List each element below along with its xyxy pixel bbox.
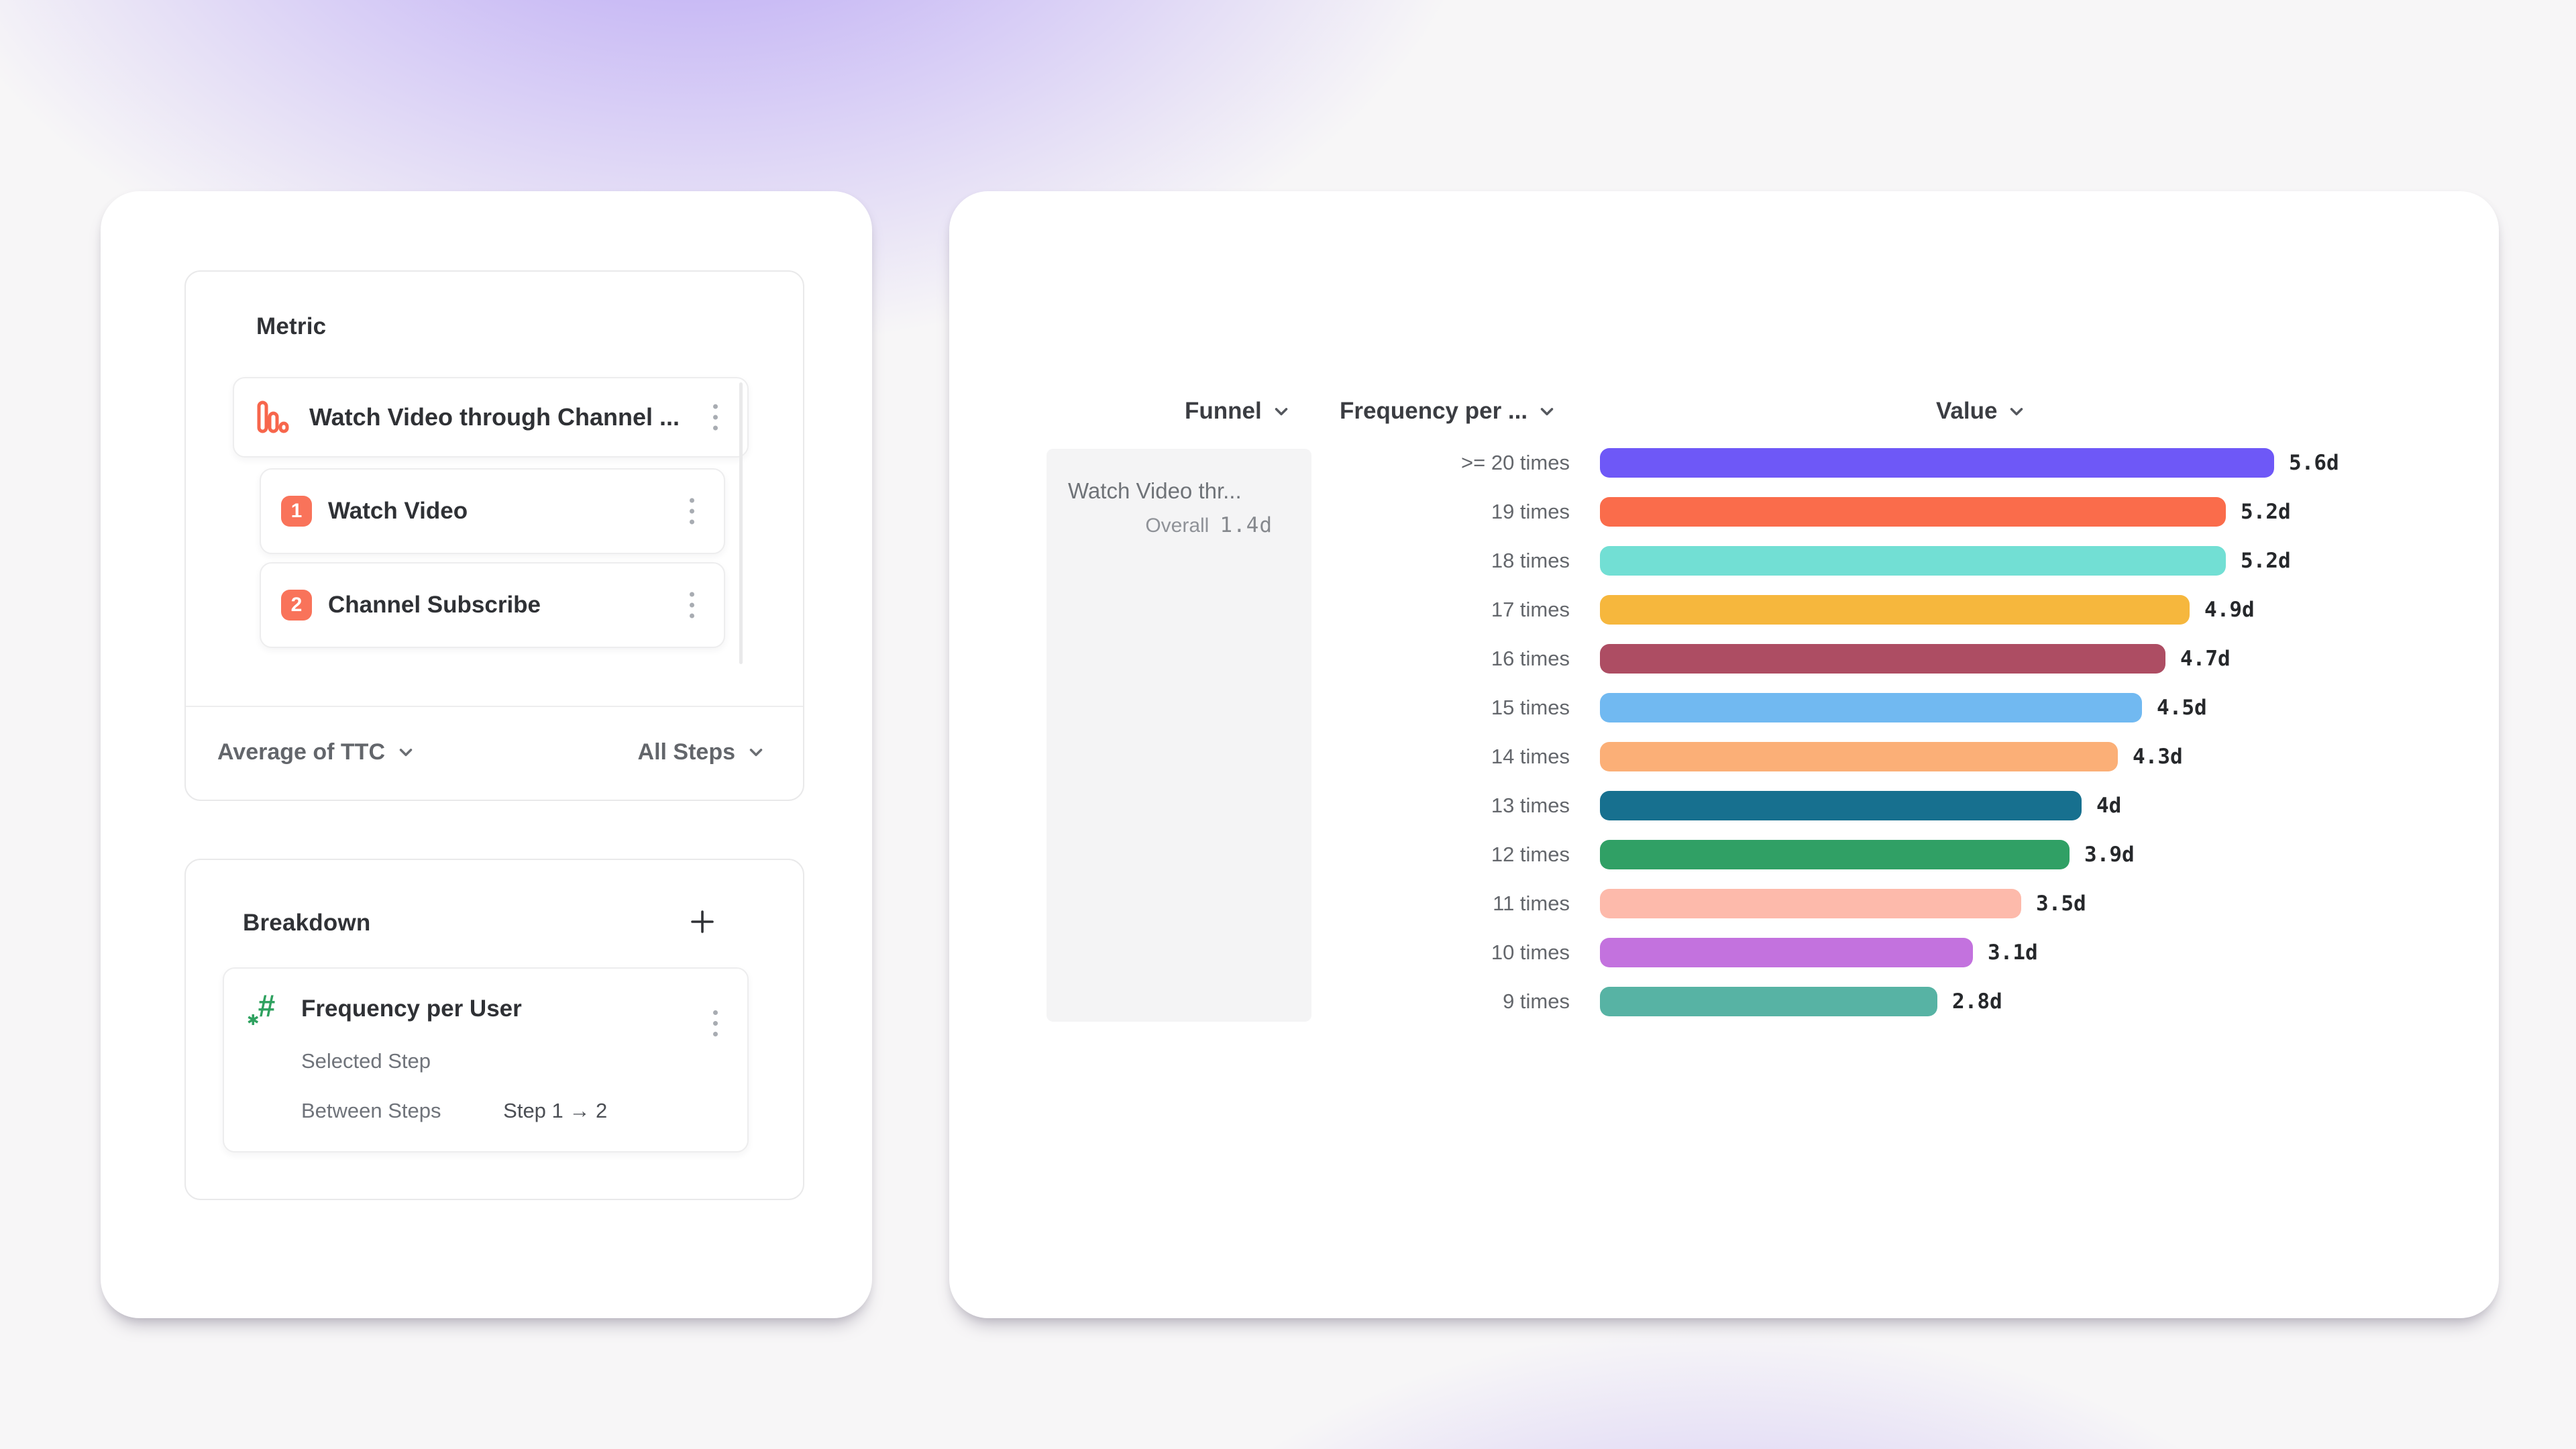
plus-icon[interactable] bbox=[688, 907, 717, 936]
breakdown-section-title: Breakdown bbox=[243, 910, 371, 936]
chevron-down-icon bbox=[1540, 408, 1554, 416]
bar-category-label: >= 20 times bbox=[1461, 451, 1570, 474]
bar-row: 11 times 3.5d bbox=[949, 889, 2499, 918]
bar-chart: >= 20 times 5.6d 19 times 5.2d 18 times 5.2d 1… bbox=[949, 191, 2499, 1318]
bar-category-label: 15 times bbox=[1491, 696, 1570, 719]
breakdown-property-card[interactable]: # ✱ Frequency per User Selected Step Betw… bbox=[223, 967, 749, 1152]
bar[interactable] bbox=[1600, 644, 2165, 674]
bar-row: >= 20 times 5.6d bbox=[949, 448, 2499, 478]
bar-category-label: 13 times bbox=[1491, 794, 1570, 817]
funnel-metric-icon bbox=[257, 400, 289, 433]
kebab-menu-icon[interactable] bbox=[690, 592, 694, 619]
funnel-cell[interactable]: Watch Video thr... Overall 1.4d bbox=[1046, 449, 1311, 1022]
bar-value-label: 3.1d bbox=[1988, 941, 2038, 965]
chevron-down-icon bbox=[1275, 408, 1287, 416]
bar-row: 18 times 5.2d bbox=[949, 546, 2499, 576]
overall-label: Overall bbox=[1145, 515, 1210, 537]
bar-category-label: 19 times bbox=[1491, 500, 1570, 523]
chevron-down-icon bbox=[749, 749, 763, 757]
funnel-step-row-2[interactable]: 2 Channel Subscribe bbox=[260, 562, 725, 648]
bar-value-label: 5.2d bbox=[2241, 500, 2291, 524]
bar[interactable] bbox=[1600, 693, 2142, 722]
selected-step-label: Selected Step bbox=[301, 1049, 431, 1073]
chevron-down-icon bbox=[399, 749, 413, 757]
query-builder-card: Metric Watch Video through Channel ... 1… bbox=[101, 191, 872, 1318]
bar-category-label: 16 times bbox=[1491, 647, 1570, 670]
bar-value-label: 3.9d bbox=[2084, 843, 2135, 867]
column-header-label: Value bbox=[1936, 398, 1998, 424]
bar-row: 19 times 5.2d bbox=[949, 497, 2499, 527]
between-steps-row: Between Steps Step 1 → 2 bbox=[301, 1099, 607, 1123]
bar-value-label: 5.2d bbox=[2241, 549, 2291, 573]
bar-value-label: 3.5d bbox=[2036, 892, 2086, 916]
divider bbox=[186, 706, 803, 707]
metric-section-title: Metric bbox=[256, 313, 327, 339]
bar-category-label: 14 times bbox=[1491, 745, 1570, 768]
kebab-menu-icon[interactable] bbox=[713, 404, 718, 431]
column-header-label: Frequency per ... bbox=[1340, 398, 1528, 424]
column-header-frequency[interactable]: Frequency per ... bbox=[1340, 392, 1557, 430]
measure-dropdown[interactable]: Average of TTC bbox=[217, 706, 416, 798]
bar-value-label: 4d bbox=[2096, 794, 2122, 818]
bar[interactable] bbox=[1600, 448, 2274, 478]
funnel-metric-name: Watch Video through Channel ... bbox=[309, 403, 680, 431]
scrollbar[interactable] bbox=[739, 382, 743, 664]
bar-row: 9 times 2.8d bbox=[949, 987, 2499, 1016]
breakdown-section: Breakdown # ✱ Frequency per User Selected… bbox=[184, 859, 804, 1200]
kebab-menu-icon[interactable] bbox=[690, 498, 694, 525]
between-steps-label: Between Steps bbox=[301, 1099, 441, 1122]
bar[interactable] bbox=[1600, 987, 1937, 1016]
bar-row: 17 times 4.9d bbox=[949, 595, 2499, 625]
bar-category-label: 17 times bbox=[1491, 598, 1570, 621]
bar-category-label: 12 times bbox=[1491, 843, 1570, 866]
bar-row: 14 times 4.3d bbox=[949, 742, 2499, 771]
bar[interactable] bbox=[1600, 546, 2226, 576]
step-number-badge: 1 bbox=[281, 496, 312, 527]
between-steps-value[interactable]: Step 1 → 2 bbox=[503, 1099, 608, 1122]
bar-category-label: 18 times bbox=[1491, 549, 1570, 572]
kebab-menu-icon[interactable] bbox=[713, 1010, 718, 1036]
bar-category-label: 11 times bbox=[1493, 892, 1570, 915]
bar[interactable] bbox=[1600, 791, 2082, 820]
step-number-badge: 2 bbox=[281, 590, 312, 621]
bar-value-label: 4.7d bbox=[2180, 647, 2231, 671]
bar[interactable] bbox=[1600, 938, 1973, 967]
measure-dropdown-value: Average of TTC bbox=[217, 739, 386, 765]
funnel-step-row-1[interactable]: 1 Watch Video bbox=[260, 468, 725, 554]
metric-section: Metric Watch Video through Channel ... 1… bbox=[184, 270, 804, 801]
step-label: Watch Video bbox=[328, 498, 468, 524]
column-header-funnel[interactable]: Funnel bbox=[1185, 392, 1291, 430]
bar-row: 13 times 4d bbox=[949, 791, 2499, 820]
bar[interactable] bbox=[1600, 840, 2070, 869]
bar-value-label: 5.6d bbox=[2289, 451, 2339, 475]
bar-value-label: 4.3d bbox=[2133, 745, 2183, 769]
bar-value-label: 2.8d bbox=[1952, 989, 2002, 1014]
bar[interactable] bbox=[1600, 497, 2226, 527]
chevron-down-icon bbox=[2010, 408, 2023, 416]
column-header-value[interactable]: Value bbox=[1936, 392, 2027, 430]
bar-value-label: 4.9d bbox=[2204, 598, 2255, 622]
bar[interactable] bbox=[1600, 889, 2021, 918]
funnel-metric-row[interactable]: Watch Video through Channel ... bbox=[233, 377, 749, 458]
overall-value: 1.4d bbox=[1220, 513, 1273, 537]
bar-value-label: 4.5d bbox=[2157, 696, 2207, 720]
steps-dropdown[interactable]: All Steps bbox=[638, 706, 766, 798]
funnel-cell-name: Watch Video thr... bbox=[1068, 478, 1242, 503]
breakdown-property-name: Frequency per User bbox=[301, 996, 522, 1022]
bar-row: 12 times 3.9d bbox=[949, 840, 2499, 869]
results-card: Funnel Frequency per ... Value Watch Vid… bbox=[949, 191, 2499, 1318]
bar-row: 16 times 4.7d bbox=[949, 644, 2499, 674]
bar-row: 10 times 3.1d bbox=[949, 938, 2499, 967]
funnel-cell-overall: Overall 1.4d bbox=[1145, 513, 1273, 537]
step-label: Channel Subscribe bbox=[328, 592, 541, 618]
bar[interactable] bbox=[1600, 742, 2118, 771]
column-header-label: Funnel bbox=[1185, 398, 1262, 424]
bar-row: 15 times 4.5d bbox=[949, 693, 2499, 722]
steps-dropdown-value: All Steps bbox=[637, 739, 735, 765]
bar[interactable] bbox=[1600, 595, 2190, 625]
bar-category-label: 10 times bbox=[1491, 941, 1570, 964]
numeric-property-icon: # ✱ bbox=[247, 988, 275, 1028]
bar-category-label: 9 times bbox=[1503, 989, 1570, 1013]
